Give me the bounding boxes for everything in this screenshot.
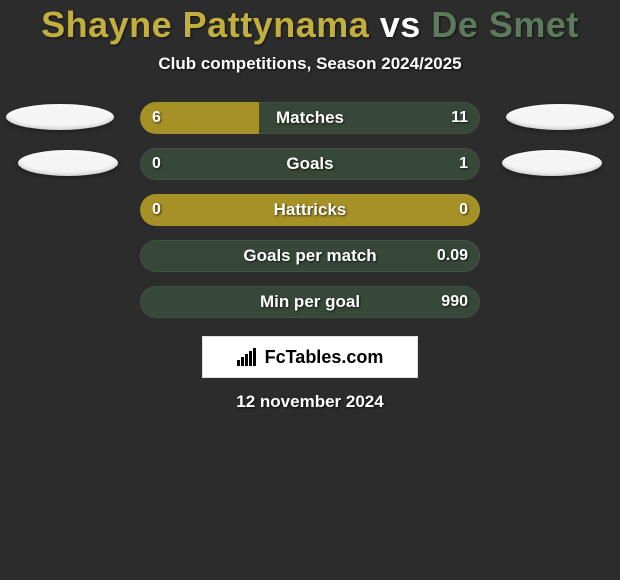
ellipse-left bbox=[18, 150, 118, 176]
ellipse-right bbox=[502, 150, 602, 176]
date-text: 12 november 2024 bbox=[236, 392, 383, 412]
stat-row: 0.09Goals per match bbox=[0, 240, 620, 272]
page-title: Shayne Pattynama vs De Smet bbox=[41, 4, 579, 46]
stat-rows: 611Matches01Goals00Hattricks0.09Goals pe… bbox=[0, 102, 620, 318]
ellipse-left bbox=[6, 104, 114, 130]
stat-row: 00Hattricks bbox=[0, 194, 620, 226]
stat-bar: 00Hattricks bbox=[140, 194, 480, 226]
comparison-infographic: Shayne Pattynama vs De Smet Club competi… bbox=[0, 0, 620, 580]
stat-value-right: 0.09 bbox=[437, 240, 468, 272]
stat-row: 0 1Goals bbox=[0, 148, 620, 180]
branding-badge: FcTables.com bbox=[202, 336, 418, 378]
stat-label: Goals per match bbox=[140, 240, 480, 272]
stat-value-right: 11 bbox=[451, 102, 468, 134]
stat-bar: 0.09Goals per match bbox=[140, 240, 480, 272]
chart-bars-icon bbox=[237, 348, 259, 366]
ellipse-right bbox=[506, 104, 614, 130]
stat-value-left: 0 bbox=[152, 194, 161, 226]
subtitle: Club competitions, Season 2024/2025 bbox=[158, 54, 461, 74]
stat-value-right: 0 bbox=[459, 194, 468, 226]
player2-name: De Smet bbox=[431, 4, 579, 45]
stat-value-left: 6 bbox=[152, 102, 161, 134]
stat-bar: 0 1Goals bbox=[140, 148, 480, 180]
stat-row: 611Matches bbox=[0, 102, 620, 134]
vs-text: vs bbox=[380, 4, 421, 45]
stat-value-left: 0 bbox=[152, 148, 161, 180]
stat-label: Min per goal bbox=[140, 286, 480, 318]
stat-bar: 990Min per goal bbox=[140, 286, 480, 318]
player1-name: Shayne Pattynama bbox=[41, 4, 369, 45]
stat-value-right: 990 bbox=[441, 286, 468, 318]
stat-bar: 611Matches bbox=[140, 102, 480, 134]
stat-value-right: 1 bbox=[459, 148, 468, 180]
stat-row: 990Min per goal bbox=[0, 286, 620, 318]
stat-bar-left-fill bbox=[140, 194, 480, 226]
branding-text: FcTables.com bbox=[265, 347, 384, 368]
stat-label: Goals bbox=[140, 148, 480, 180]
